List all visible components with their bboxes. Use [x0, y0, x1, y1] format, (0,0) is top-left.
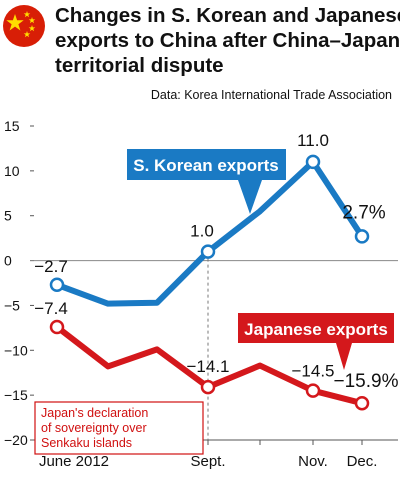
- annotation-box: Japan's declaration of sovereignty over …: [34, 401, 204, 455]
- legend-label-korea: S. Korean exports: [133, 156, 279, 175]
- y-tick-label: 5: [4, 208, 12, 224]
- y-tick-label: −20: [4, 432, 28, 448]
- data-label: −14.1: [186, 357, 229, 376]
- data-point-0: [49, 277, 65, 293]
- y-tick-label: 10: [4, 163, 20, 179]
- series-layer: −2.7 1.0 11.0 2.7% −7.4 −14.1 −14.5−15.9%: [34, 131, 399, 411]
- chart-source: Data: Korea International Trade Associat…: [151, 88, 392, 102]
- data-label: 2.7%: [342, 202, 385, 223]
- annotation-line-1: Japan's declaration: [41, 406, 148, 420]
- x-tick-label: Dec.: [347, 453, 378, 470]
- x-tick-label: June 2012: [39, 453, 109, 470]
- data-label: −7.4: [34, 299, 68, 318]
- chart-title-line-3: territorial dispute: [55, 54, 224, 77]
- data-point-0: [305, 154, 321, 170]
- annotation-line-2: of sovereignty over: [41, 421, 147, 435]
- data-label: 11.0: [297, 131, 329, 150]
- x-axis: June 2012 Sept. Nov. Dec.: [39, 440, 377, 470]
- china-flag-icon: [3, 5, 45, 47]
- annotation-line-3: Senkaku islands: [41, 436, 132, 450]
- legend-callout-korea: S. Korean exports: [127, 149, 286, 214]
- data-label: 1.0: [190, 222, 214, 241]
- data-label: −15.9%: [334, 371, 399, 392]
- y-axis: 15 10 5 0 −5 −10 −15 −20: [4, 118, 34, 448]
- data-label: −14.5: [291, 362, 334, 381]
- data-point-0: [354, 229, 370, 244]
- legend-callout-japan: Japanese exports: [238, 313, 394, 370]
- x-tick-label: Sept.: [190, 453, 225, 470]
- data-point-0: [200, 244, 216, 259]
- y-tick-label: 15: [4, 118, 20, 134]
- x-tick-label: Nov.: [298, 453, 328, 470]
- legend-label-japan: Japanese exports: [244, 320, 388, 339]
- data-point-1: [49, 319, 65, 335]
- data-label: −2.7: [34, 257, 68, 276]
- data-point-1: [200, 379, 216, 395]
- chart-title-line-1: Changes in S. Korean and Japanese: [55, 4, 400, 27]
- y-tick-label: −5: [4, 297, 20, 313]
- chart-title-line-2: exports to China after China–Japan: [55, 29, 400, 52]
- data-point-1: [354, 395, 370, 411]
- y-tick-label: −10: [4, 342, 28, 358]
- y-tick-label: 0: [4, 253, 12, 269]
- y-tick-label: −15: [4, 387, 28, 403]
- data-point-1: [305, 383, 321, 398]
